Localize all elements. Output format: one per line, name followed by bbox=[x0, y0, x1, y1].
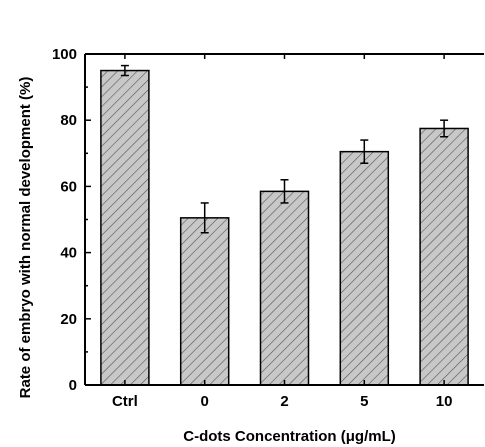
bar-0 bbox=[179, 217, 230, 386]
y-tick-label-0: 0 bbox=[69, 377, 77, 394]
y-tick-label-60: 60 bbox=[60, 178, 77, 195]
x-tick-label-5: 5 bbox=[360, 393, 368, 410]
bar-10 bbox=[419, 127, 469, 386]
y-tick-label-40: 40 bbox=[60, 245, 77, 262]
y-axis-label: Rate of embryo with normal development (… bbox=[17, 77, 34, 399]
x-tick-label-10: 10 bbox=[436, 393, 453, 410]
x-axis-label: C-dots Concentration (μg/mL) bbox=[183, 428, 396, 445]
error-bars-group bbox=[120, 64, 449, 234]
y-tick-label-100: 100 bbox=[52, 46, 77, 63]
x-tick-label-Ctrl: Ctrl bbox=[112, 393, 138, 410]
x-tick-label-0: 0 bbox=[201, 393, 209, 410]
y-tick-label-20: 20 bbox=[60, 311, 77, 328]
x-tick-label-2: 2 bbox=[280, 393, 288, 410]
bar-5 bbox=[339, 150, 390, 386]
bar-2 bbox=[259, 190, 310, 386]
bar-Ctrl bbox=[100, 69, 150, 386]
bars-group bbox=[100, 69, 469, 386]
y-tick-label-80: 80 bbox=[60, 112, 77, 129]
